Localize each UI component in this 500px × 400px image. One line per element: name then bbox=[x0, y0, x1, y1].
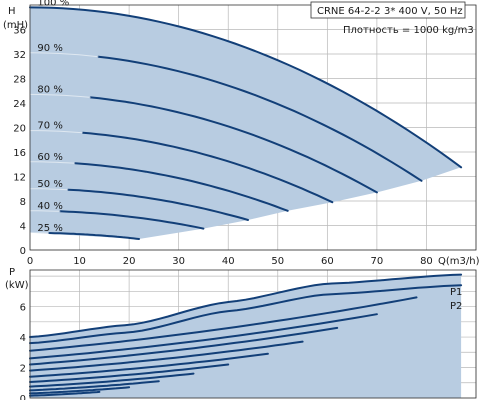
power-y-tick: 4 bbox=[20, 333, 26, 344]
head-curve-100 bbox=[29, 6, 463, 169]
power-y-tick: 6 bbox=[20, 303, 26, 314]
pump-supply: 3* 400 V, 50 Hz bbox=[384, 6, 463, 17]
speed-labels: 100 % 90 % 80 % 70 % 60 % 50 % 40 % 25 % bbox=[37, 0, 69, 234]
head-y-tick: 8 bbox=[20, 197, 26, 208]
power-speed-curve bbox=[29, 386, 131, 395]
head-y-tick: 20 bbox=[13, 124, 26, 135]
speed-label: 90 % bbox=[37, 43, 62, 54]
flow-x-tick: 50 bbox=[271, 256, 284, 267]
head-axis-label-unit: (mH) bbox=[3, 20, 28, 31]
flow-x-tick: 20 bbox=[123, 256, 136, 267]
head-curve-40 bbox=[59, 210, 205, 230]
head-y-tick: 36 bbox=[13, 26, 26, 37]
head-curve-90 bbox=[97, 55, 423, 182]
power-speed-curve bbox=[29, 372, 195, 388]
head-curve-tail bbox=[30, 188, 69, 191]
power-speed-curve bbox=[29, 380, 160, 392]
power-plot-frame bbox=[29, 269, 477, 399]
flow-x-ticks: 0 10 20 30 40 50 60 70 80 bbox=[27, 256, 433, 267]
density-note: Плотность = 1000 kg/m3 bbox=[343, 25, 474, 36]
power-y-ticks: 0 2 4 6 bbox=[20, 303, 26, 400]
head-curve-70 bbox=[81, 131, 334, 204]
head-y-tick: 0 bbox=[20, 246, 26, 257]
speed-label: 70 % bbox=[37, 121, 62, 132]
head-curves bbox=[29, 6, 463, 240]
head-curve-tail bbox=[30, 210, 61, 212]
head-curve-50 bbox=[67, 188, 249, 221]
power-flow-chart: 0 2 4 6 P (kW) P1 P2 bbox=[5, 267, 477, 400]
flow-x-tick: 70 bbox=[371, 256, 384, 267]
power-speed-curve bbox=[29, 313, 378, 360]
flow-x-tick: 0 bbox=[27, 256, 33, 267]
head-axis-label-h: H bbox=[8, 6, 16, 17]
head-plot-frame bbox=[29, 4, 477, 251]
head-y-tick: 28 bbox=[13, 75, 26, 86]
flow-x-tick: 30 bbox=[172, 256, 185, 267]
p1-curve bbox=[29, 273, 463, 338]
head-y-tick: 4 bbox=[20, 222, 26, 233]
pump-model: CRNE 64-2-2 bbox=[317, 6, 381, 17]
speed-label: 40 % bbox=[37, 201, 62, 212]
power-curves bbox=[29, 273, 463, 397]
power-speed-curve bbox=[29, 296, 418, 352]
power-speed-curve bbox=[29, 352, 269, 378]
speed-label: 50 % bbox=[37, 179, 62, 190]
p2-label: P2 bbox=[450, 301, 462, 312]
flow-x-tick: 80 bbox=[420, 256, 433, 267]
power-speed-curve bbox=[29, 363, 230, 383]
power-speed-curve bbox=[29, 326, 339, 366]
speed-label: 60 % bbox=[37, 152, 62, 163]
head-curve-tail bbox=[29, 93, 91, 98]
head-curve-tail bbox=[30, 130, 83, 134]
p1-label: P1 bbox=[450, 287, 462, 298]
head-y-tick: 12 bbox=[13, 173, 26, 184]
head-curve-80 bbox=[89, 96, 378, 194]
speed-label: 80 % bbox=[37, 84, 62, 95]
power-speed-curve bbox=[29, 390, 101, 397]
power-axis-label-unit: (kW) bbox=[5, 280, 29, 291]
head-y-ticks: 0 4 8 12 16 20 24 28 32 36 bbox=[13, 26, 26, 258]
p2-curve bbox=[29, 284, 463, 345]
head-flow-chart: 0 4 8 12 16 20 24 28 32 36 0 10 20 30 40 50 60 70 80 100 … bbox=[3, 0, 480, 267]
pump-info-box: CRNE 64-2-2 3* 400 V, 50 Hz Плотность = … bbox=[310, 1, 474, 36]
speed-label: 100 % bbox=[37, 0, 69, 8]
head-curve-tail bbox=[29, 52, 99, 58]
flow-x-tick: 40 bbox=[222, 256, 235, 267]
power-speed-curve bbox=[29, 340, 304, 372]
head-y-tick: 32 bbox=[13, 50, 26, 61]
power-axis-label-p: P bbox=[9, 267, 15, 278]
head-y-tick: 24 bbox=[13, 99, 26, 110]
power-y-tick: 0 bbox=[20, 394, 26, 400]
flow-x-tick: 60 bbox=[321, 256, 334, 267]
head-curve-tail bbox=[30, 161, 76, 164]
flow-x-tick: 10 bbox=[73, 256, 86, 267]
flow-axis-label: Q(m3/h) bbox=[438, 256, 480, 267]
head-curve-25 bbox=[48, 232, 140, 240]
head-operating-envelope bbox=[30, 7, 462, 240]
power-y-tick: 2 bbox=[20, 364, 26, 375]
speed-label: 25 % bbox=[37, 223, 62, 234]
power-operating-envelope bbox=[30, 274, 462, 398]
head-y-tick: 16 bbox=[13, 148, 26, 159]
head-curve-60 bbox=[74, 162, 289, 212]
